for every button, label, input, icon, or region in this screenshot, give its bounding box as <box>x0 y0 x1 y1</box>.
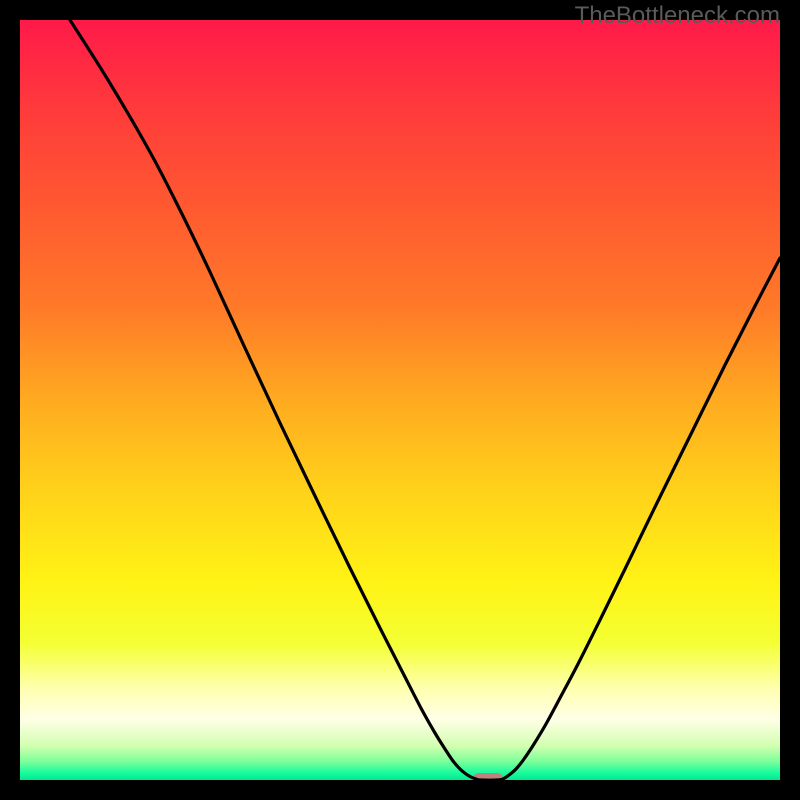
chart-svg <box>20 20 780 780</box>
plot-area <box>20 20 780 780</box>
watermark-text: TheBottleneck.com <box>575 2 780 30</box>
